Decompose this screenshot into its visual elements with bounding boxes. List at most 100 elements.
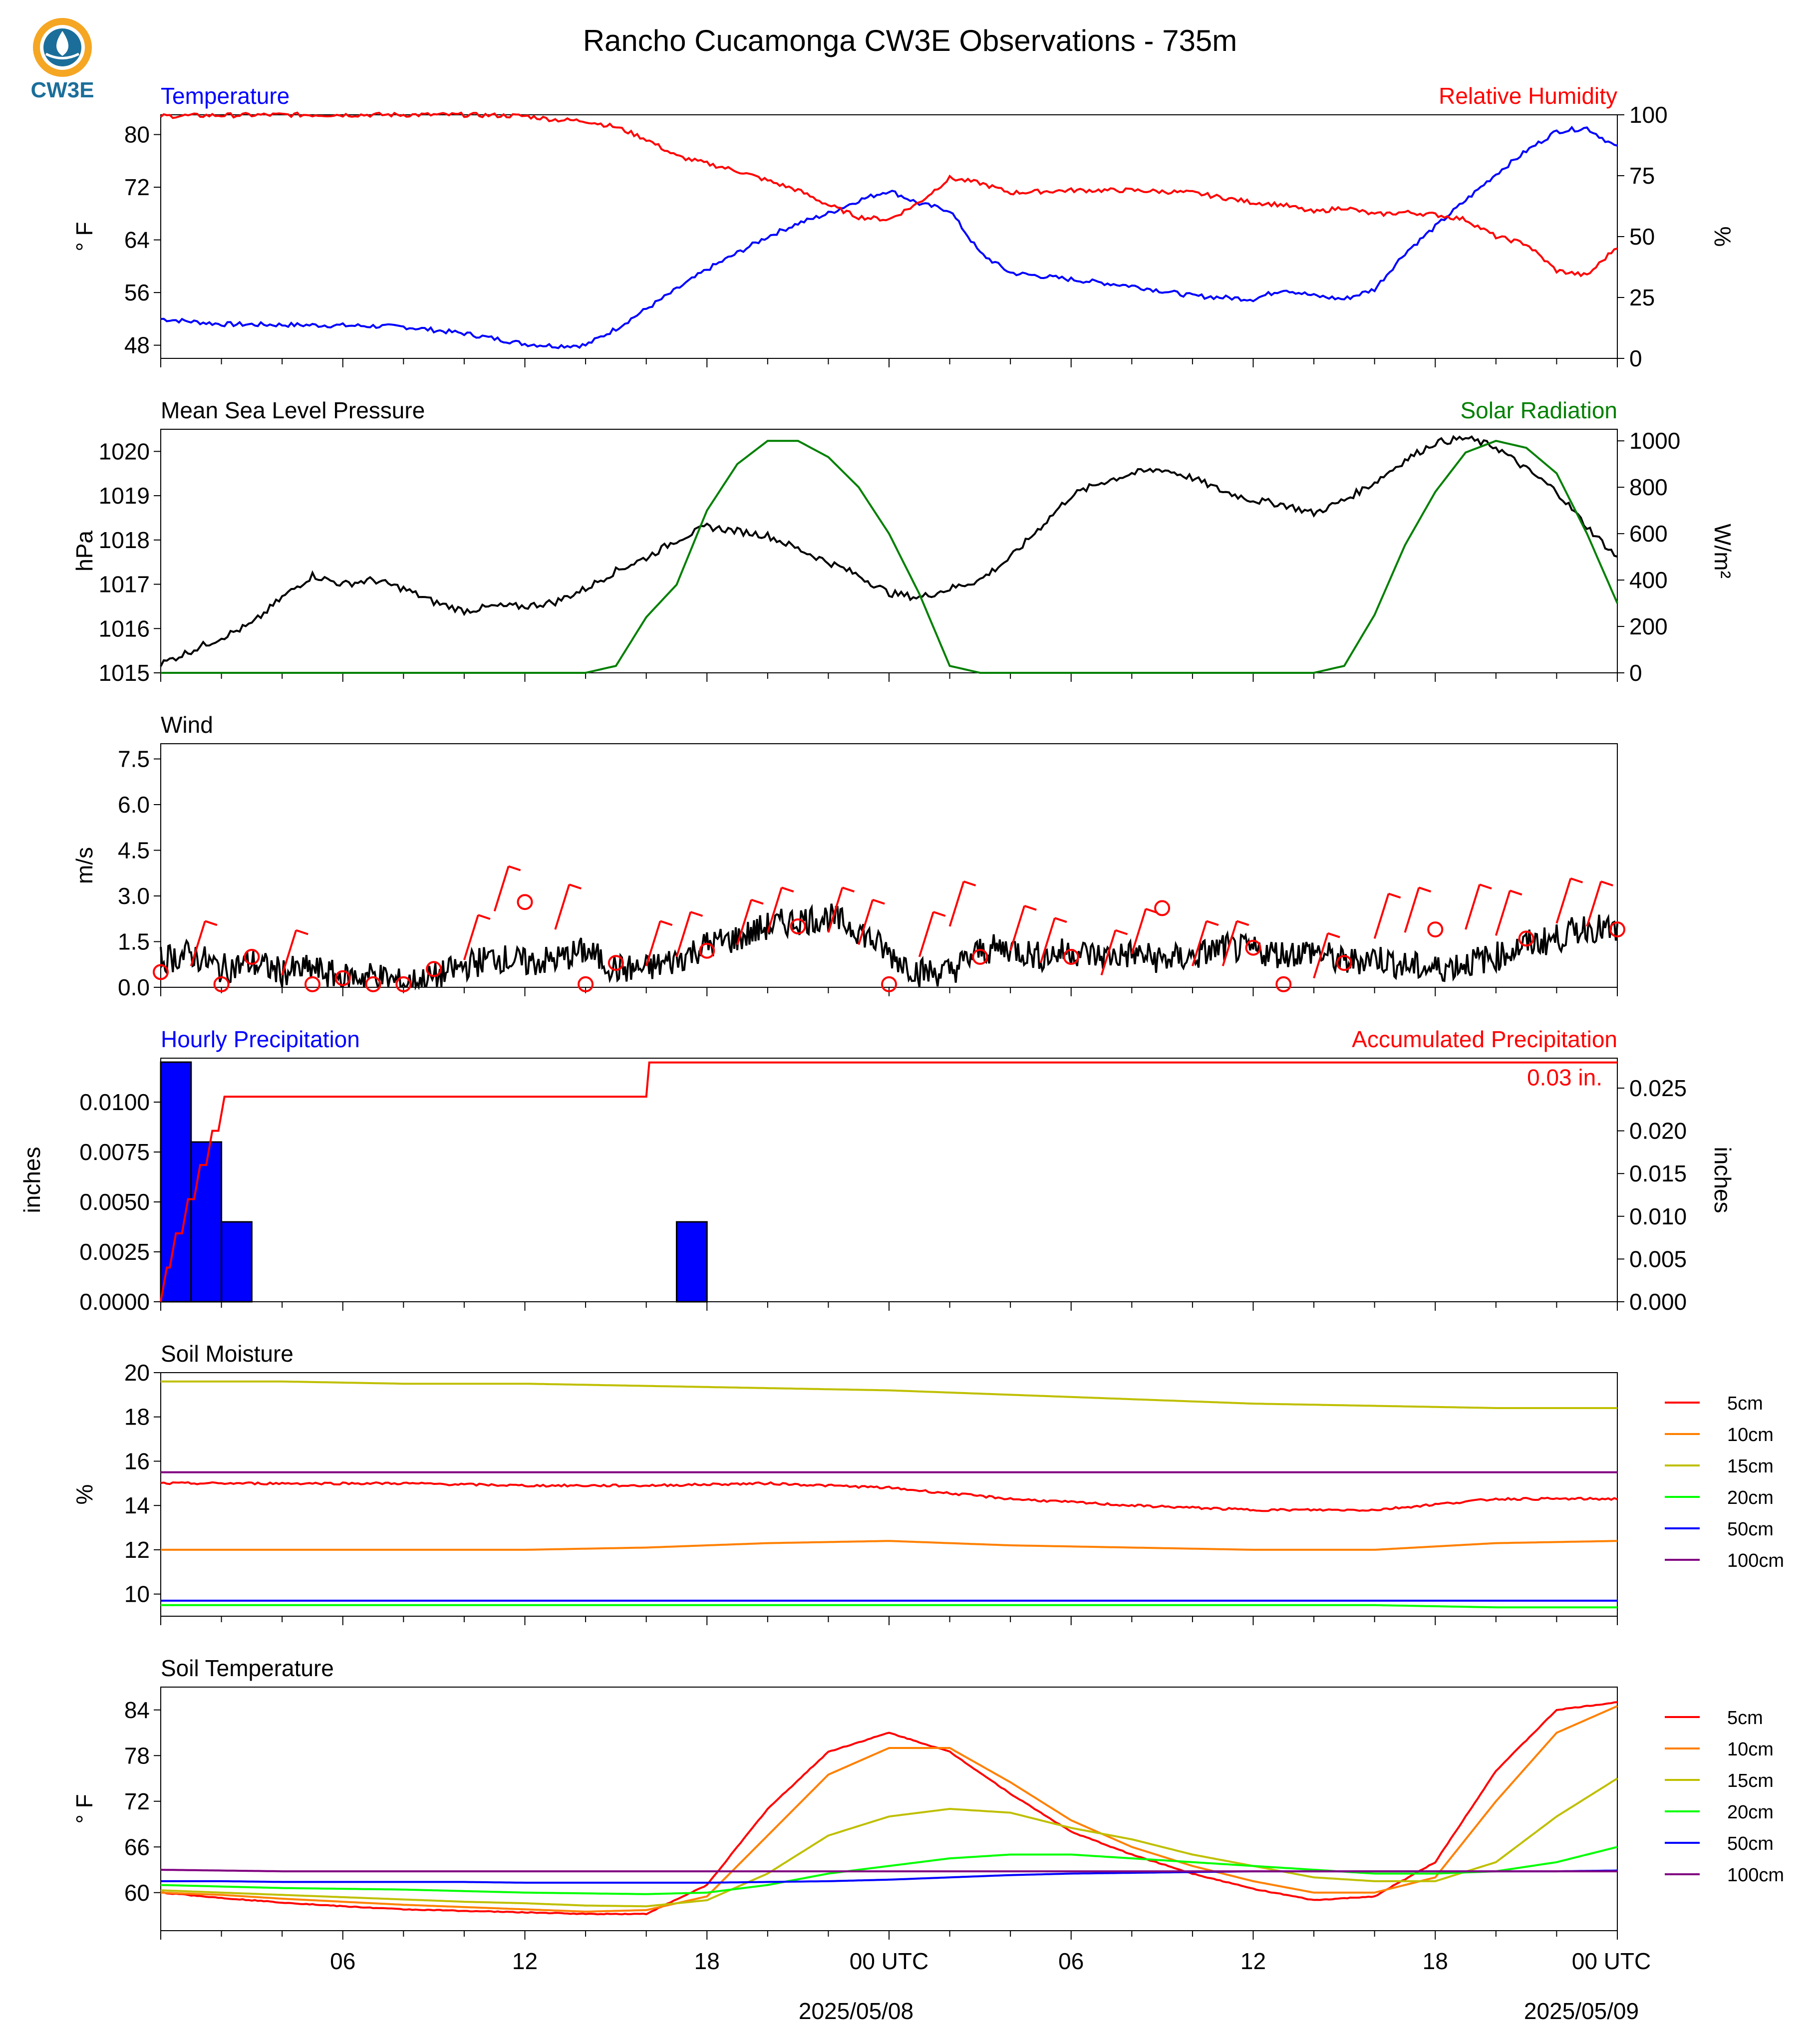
wind-barb-flag <box>205 920 218 926</box>
wind-barb-calm <box>213 976 230 992</box>
y-tick-label: 14 <box>124 1492 150 1518</box>
y-tick-label: 72 <box>124 174 150 200</box>
series-line-wind-speed <box>160 903 1618 991</box>
panel-title-left: Hourly Precipitation <box>161 1026 360 1052</box>
wind-barb-calm <box>304 976 320 992</box>
wind-barb-staff <box>827 887 844 933</box>
y-tick-label: 84 <box>124 1697 150 1723</box>
wind-barb-staff <box>918 911 934 957</box>
precip-bar <box>675 1221 708 1303</box>
wind-barb-calm <box>699 942 715 959</box>
wind-barb-staff <box>766 887 783 933</box>
logo-text: CW3E <box>30 78 94 102</box>
series-line-5cm <box>160 1481 1618 1512</box>
y-tick-label: 0.0000 <box>79 1289 150 1315</box>
y-tick-label: 64 <box>124 227 150 253</box>
precip-total-annotation: 0.03 in. <box>1527 1065 1602 1091</box>
wind-barb-staff <box>1555 878 1572 924</box>
wind-barb-staff <box>948 881 965 927</box>
wind-barb-calm <box>607 955 624 971</box>
x-date-label-1: 2025/05/08 <box>799 1998 913 2024</box>
series-line-temperature <box>160 125 1618 349</box>
y-right-tick-label: 400 <box>1629 567 1668 593</box>
y-tick-label: 0.0075 <box>79 1139 150 1165</box>
wind-barb-flag <box>1570 877 1583 883</box>
y-right-tick-label: 600 <box>1629 521 1668 547</box>
wind-barb-flag <box>1206 920 1219 926</box>
y-tick-label: 1016 <box>99 615 150 641</box>
x-tick-label: 12 <box>512 1948 538 1974</box>
y-tick-label: 1017 <box>99 572 150 597</box>
y-right-tick-label: 25 <box>1629 285 1655 310</box>
wind-barb-staff <box>281 930 298 976</box>
wind-barb-staff <box>1040 917 1056 963</box>
wind-barb-flag <box>508 865 521 871</box>
wind-barb-calm <box>244 949 260 965</box>
panel-temperature-humidity: Temperature Relative Humidity 48 56 64 72 80 0 2… <box>71 83 1736 371</box>
y-right-tick-label: 1000 <box>1629 428 1680 454</box>
wind-barb-calm <box>365 976 381 992</box>
wind-barb-calm <box>395 976 412 992</box>
y-axis-label: ° F <box>71 222 97 251</box>
wind-barb-staff <box>1192 920 1208 966</box>
series-line-relative-humidity <box>160 111 1618 278</box>
wind-barb-staff <box>1131 908 1147 954</box>
y-tick-label: 0.0050 <box>79 1189 150 1215</box>
y-tick-label: 4.5 <box>118 838 150 864</box>
wind-barb-calm <box>153 964 169 980</box>
panel-precipitation: Hourly Precipitation Accumulated Precipit… <box>19 1026 1736 1315</box>
wind-barb-calm <box>790 918 806 934</box>
y-tick-label: 60 <box>124 1880 150 1906</box>
x-axis: 2025/05/08 2025/05/09 06 12 18 00 UTC 06 12 18… <box>330 1948 1651 2024</box>
wind-barb-flag <box>781 886 794 893</box>
y-tick-label: 3.0 <box>118 883 150 909</box>
series-line-20cm <box>160 1846 1618 1895</box>
wave-icon <box>45 52 80 59</box>
y-right-tick-label: 0.000 <box>1629 1289 1687 1315</box>
wind-barb-calm <box>426 961 442 977</box>
water-drop-icon <box>56 31 69 56</box>
wind-barb-flag <box>1479 883 1492 889</box>
wind-barb-flag <box>751 898 764 905</box>
y-tick-label: 16 <box>124 1448 150 1474</box>
wind-barb-flag <box>933 911 946 917</box>
y-tick-label: 1020 <box>99 438 150 464</box>
wind-barb-staff <box>1100 930 1117 976</box>
y-tick-label: 1018 <box>99 527 150 553</box>
legend-label: 5cm <box>1727 1708 1763 1729</box>
legend-label: 15cm <box>1727 1770 1774 1791</box>
series-line-15cm <box>160 1777 1618 1908</box>
precip-bar <box>160 1061 192 1303</box>
legend-label: 10cm <box>1727 1739 1774 1760</box>
plot-frame <box>160 1687 1618 1931</box>
y-axis-label: ° F <box>71 1794 97 1823</box>
cw3e-logo-icon <box>33 18 92 77</box>
wind-barb-flag <box>872 898 885 905</box>
panel-title-right: Accumulated Precipitation <box>1352 1026 1617 1052</box>
y-axis-label: inches <box>19 1147 45 1213</box>
wind-barb-flag <box>1388 892 1401 899</box>
legend-label: 50cm <box>1727 1833 1774 1854</box>
y-tick-label: 1019 <box>99 483 150 509</box>
legend-label: 5cm <box>1727 1393 1763 1414</box>
y-tick-label: 72 <box>124 1788 150 1814</box>
cw3e-logo: CW3E <box>30 18 94 102</box>
y-tick-label: 6.0 <box>118 792 150 818</box>
wind-barb-calm <box>578 976 594 992</box>
legend-label: 20cm <box>1727 1802 1774 1823</box>
panel-soil-temperature: Soil Temperature 60 66 72 78 84 ° F 5cm 10cm 15cm… <box>71 1655 1784 1940</box>
wind-barb-flag <box>1418 886 1432 893</box>
wind-barb-flag <box>296 929 308 935</box>
y-axis-label: % <box>71 1484 97 1505</box>
wind-barb-flag <box>478 914 491 920</box>
legend-label: 50cm <box>1727 1519 1774 1540</box>
wind-barb-calm <box>972 949 988 965</box>
y-axis-label: hPa <box>71 531 97 572</box>
wind-barb-calm <box>1275 976 1292 992</box>
series-line-solar-radiation <box>161 440 1618 674</box>
wind-barb-flag <box>1236 920 1249 926</box>
panel-title-left: Soil Temperature <box>161 1655 334 1681</box>
series-line-100cm <box>160 1869 1617 1873</box>
y-right-tick-label: 0.015 <box>1629 1160 1687 1186</box>
wind-barb-staff <box>463 914 479 960</box>
